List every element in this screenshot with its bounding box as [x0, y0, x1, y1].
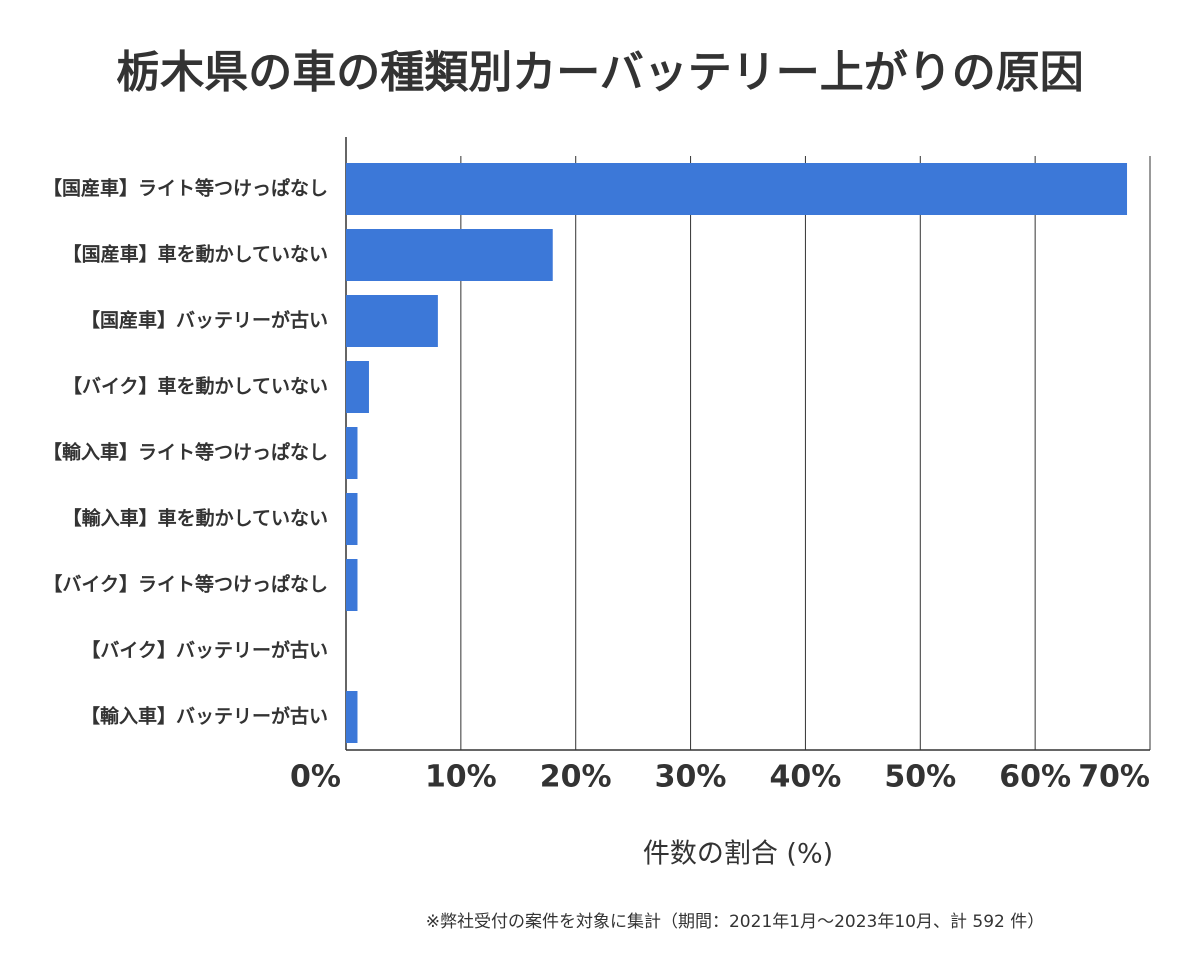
- x-tick-label: 0%: [290, 760, 341, 795]
- y-tick-label: 【バイク】ライト等つけっぱなし: [43, 573, 328, 596]
- x-tick-label: 20%: [540, 760, 612, 795]
- x-tick-label: 30%: [655, 760, 727, 795]
- y-tick-label: 【輸入車】ライト等つけっぱなし: [43, 441, 328, 464]
- chart-title: 栃木県の車の種類別カーバッテリー上がりの原因: [116, 47, 1084, 98]
- y-tick-label: 【バイク】車を動かしていない: [63, 375, 328, 398]
- bar: [346, 691, 358, 743]
- x-tick-label: 40%: [770, 760, 842, 795]
- x-tick-label: 60%: [999, 760, 1071, 795]
- bar: [346, 229, 553, 281]
- y-tick-label: 【国産車】車を動かしていない: [63, 243, 328, 266]
- footnote: ※弊社受付の案件を対象に集計（期間：2021年1月～2023年10月、計 592…: [426, 912, 1044, 932]
- x-tick-label: 10%: [425, 760, 497, 795]
- bar: [346, 361, 369, 413]
- y-tick-label: 【輸入車】バッテリーが古い: [81, 705, 328, 728]
- bar: [346, 163, 1128, 215]
- y-tick-label: 【輸入車】車を動かしていない: [63, 507, 328, 530]
- y-tick-label: 【バイク】バッテリーが古い: [81, 639, 328, 662]
- bar: [346, 559, 358, 611]
- bar: [346, 493, 358, 545]
- bar: [346, 427, 358, 479]
- x-axis-label: 件数の割合 (%): [643, 839, 833, 870]
- y-tick-label: 【国産車】バッテリーが古い: [81, 309, 328, 332]
- x-tick-label: 70%: [1078, 760, 1150, 795]
- y-tick-label: 【国産車】ライト等つけっぱなし: [43, 177, 328, 200]
- x-tick-label: 50%: [884, 760, 956, 795]
- bar: [346, 295, 438, 347]
